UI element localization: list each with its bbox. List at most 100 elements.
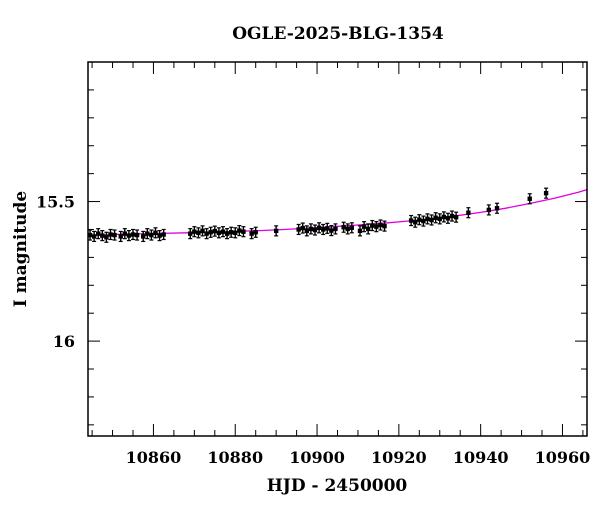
point-marker xyxy=(320,227,326,232)
data-point xyxy=(341,221,346,233)
data-point xyxy=(212,225,217,237)
point-marker xyxy=(253,230,258,235)
data-point xyxy=(216,227,222,239)
point-marker xyxy=(87,232,93,238)
data-point xyxy=(141,230,146,243)
data-point xyxy=(196,227,201,239)
data-point xyxy=(425,213,430,225)
point-marker xyxy=(449,213,455,219)
point-marker xyxy=(149,232,154,238)
data-point xyxy=(118,230,123,243)
data-point xyxy=(382,220,387,232)
point-marker xyxy=(122,231,128,236)
data-point xyxy=(316,222,322,234)
data-point xyxy=(153,227,158,239)
tick-labels: 10860 10880 10900 10920 10940 10960 15.5 16 xyxy=(36,193,590,467)
data-point xyxy=(357,225,363,237)
data-point xyxy=(486,204,492,216)
data-point xyxy=(361,221,367,233)
y-tick-label: 16 xyxy=(53,332,75,351)
data-point xyxy=(320,223,326,236)
data-point xyxy=(466,207,471,219)
x-tick-label: 10920 xyxy=(371,448,427,467)
point-marker xyxy=(325,226,330,231)
point-marker xyxy=(300,225,305,231)
point-marker xyxy=(333,226,338,232)
point-marker xyxy=(108,232,113,237)
data-point xyxy=(408,214,414,227)
point-marker xyxy=(365,226,371,232)
data-point xyxy=(413,216,418,228)
data-point xyxy=(449,210,455,222)
point-marker xyxy=(104,235,109,240)
data-point xyxy=(333,223,338,235)
data-point xyxy=(378,219,383,231)
x-tick-label: 10940 xyxy=(453,448,509,467)
data-point xyxy=(421,215,426,227)
point-marker xyxy=(249,231,254,236)
x-axis-label: HJD - 2450000 xyxy=(267,476,408,496)
data-point xyxy=(237,224,242,237)
point-marker xyxy=(345,226,350,232)
point-marker xyxy=(233,230,238,236)
point-marker xyxy=(304,228,310,234)
point-marker xyxy=(130,232,136,237)
point-marker xyxy=(100,233,105,238)
point-marker xyxy=(141,234,146,239)
data-point xyxy=(445,212,451,224)
data-point xyxy=(543,187,549,199)
data-point xyxy=(241,226,246,238)
data-point xyxy=(312,224,318,236)
point-marker xyxy=(204,231,209,236)
data-point xyxy=(100,230,105,242)
points-layer xyxy=(87,187,549,243)
data-point xyxy=(253,226,258,238)
point-marker xyxy=(316,225,322,230)
point-marker xyxy=(153,230,158,236)
data-point xyxy=(325,222,330,234)
point-marker xyxy=(421,218,426,224)
data-point xyxy=(208,226,213,238)
point-marker xyxy=(429,217,434,223)
point-marker xyxy=(208,230,213,235)
y-axis-label: I magnitude xyxy=(11,191,31,308)
point-marker xyxy=(374,224,379,229)
data-point xyxy=(365,223,371,235)
point-marker xyxy=(145,231,150,236)
data-point xyxy=(157,230,162,242)
data-point xyxy=(122,228,128,240)
data-point xyxy=(345,223,350,235)
point-marker xyxy=(126,233,132,238)
point-marker xyxy=(441,214,447,220)
point-marker xyxy=(527,196,532,201)
data-point xyxy=(192,226,197,238)
point-marker xyxy=(445,216,451,221)
point-marker xyxy=(220,229,226,234)
data-point xyxy=(304,225,310,237)
data-point xyxy=(112,229,117,241)
data-point xyxy=(134,229,140,241)
point-marker xyxy=(196,230,201,236)
point-marker xyxy=(273,228,279,234)
data-point xyxy=(494,202,500,214)
point-marker xyxy=(382,223,387,229)
data-point xyxy=(200,225,205,237)
data-point xyxy=(145,228,150,240)
x-tick-label: 10960 xyxy=(535,448,591,467)
point-marker xyxy=(228,230,234,235)
point-marker xyxy=(466,210,471,215)
point-marker xyxy=(192,229,197,234)
point-marker xyxy=(224,231,230,236)
point-marker xyxy=(296,227,301,232)
chart-title: OGLE-2025-BLG-1354 xyxy=(232,24,444,44)
point-marker xyxy=(378,222,383,228)
point-marker xyxy=(486,207,492,213)
data-point xyxy=(161,228,166,241)
point-marker xyxy=(370,223,375,228)
data-point xyxy=(433,212,438,224)
data-point xyxy=(108,228,113,241)
data-point xyxy=(130,228,136,241)
data-point xyxy=(308,223,314,235)
point-marker xyxy=(349,225,355,230)
